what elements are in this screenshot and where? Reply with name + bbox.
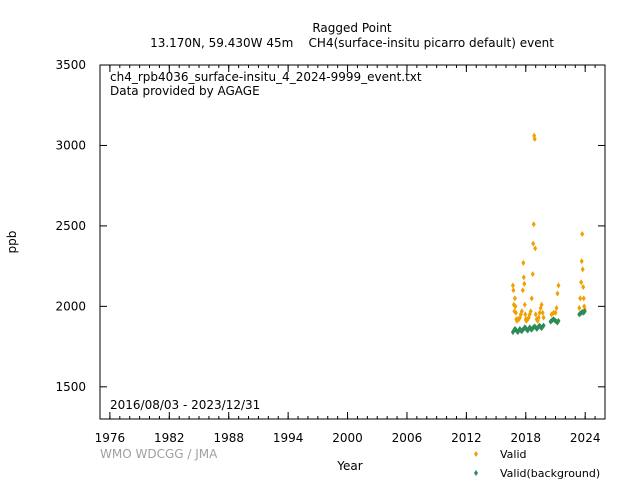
x-tick-label: 2006	[392, 431, 423, 445]
data-point	[532, 136, 537, 143]
data-point	[556, 282, 561, 289]
data-point	[520, 287, 525, 294]
x-tick-label: 1976	[95, 431, 126, 445]
data-point	[580, 266, 585, 273]
y-tick-label: 2000	[55, 299, 86, 313]
chart-subtitle: 13.170N, 59.430W 45m CH4(surface-insitu …	[150, 36, 554, 50]
filename-annotation: ch4_rpb4036_surface-insitu_4_2024-9999_e…	[110, 70, 422, 84]
x-tick-label: 2018	[511, 431, 542, 445]
data-point	[531, 240, 536, 247]
plot-frame	[99, 64, 606, 420]
data-point	[522, 280, 527, 287]
data-point	[528, 308, 533, 315]
axis-ticks: 1976 1982 1988 1994 2000 2006 2012 2018 2024 1500…	[55, 58, 606, 445]
data-point	[577, 304, 582, 311]
x-tick-label: 2012	[451, 431, 482, 445]
data-point	[529, 295, 534, 302]
data-point	[555, 290, 560, 297]
y-axis-label: ppb	[5, 231, 19, 254]
data-point	[582, 308, 587, 315]
y-tick-label: 2500	[55, 219, 86, 233]
data-point	[536, 314, 541, 321]
data-point	[541, 314, 546, 321]
data-point	[522, 301, 527, 308]
data-point	[537, 309, 542, 316]
legend-marker-valid	[474, 451, 478, 457]
x-tick-label: 1994	[273, 431, 304, 445]
data-point	[581, 284, 586, 291]
x-tick-label: 2000	[332, 431, 363, 445]
legend: Valid Valid(background)	[474, 448, 600, 480]
legend-marker-background	[474, 470, 478, 476]
legend-label-valid: Valid	[500, 448, 527, 461]
credit-text: WMO WDCGG / JMA	[100, 447, 218, 461]
x-tick-label: 1988	[213, 431, 244, 445]
y-tick-label: 3500	[55, 58, 86, 72]
y-tick-label: 3000	[55, 138, 86, 152]
data-point	[531, 221, 536, 228]
series-background	[510, 308, 587, 336]
legend-label-background: Valid(background)	[500, 467, 600, 480]
data-point	[556, 317, 561, 324]
data-point	[580, 230, 585, 237]
data-point	[533, 311, 538, 318]
x-tick-label: 2024	[570, 431, 601, 445]
data-point	[530, 271, 535, 278]
data-point	[578, 295, 583, 302]
data-point	[512, 295, 517, 302]
data-point	[523, 311, 528, 318]
data-point	[541, 322, 546, 329]
x-tick-label: 1982	[154, 431, 185, 445]
x-axis-label: Year	[336, 459, 362, 473]
data-point	[553, 309, 558, 316]
data-point	[540, 309, 545, 316]
series-valid	[510, 132, 587, 324]
data-point	[539, 301, 544, 308]
data-point	[511, 287, 516, 294]
data-point	[513, 309, 518, 316]
data-point	[521, 274, 526, 281]
y-tick-label: 1500	[55, 380, 86, 394]
data-point	[581, 295, 586, 302]
data-series	[510, 132, 587, 336]
provider-annotation: Data provided by AGAGE	[110, 84, 260, 98]
data-point	[554, 304, 559, 311]
data-point	[519, 308, 524, 315]
data-point	[513, 303, 518, 310]
data-point	[579, 258, 584, 265]
data-point	[510, 282, 515, 289]
data-point	[533, 245, 538, 252]
data-point	[579, 279, 584, 286]
chart-title: Ragged Point	[312, 21, 392, 35]
data-point	[521, 259, 526, 266]
date-range-annotation: 2016/08/03 - 2023/12/31	[110, 398, 260, 412]
